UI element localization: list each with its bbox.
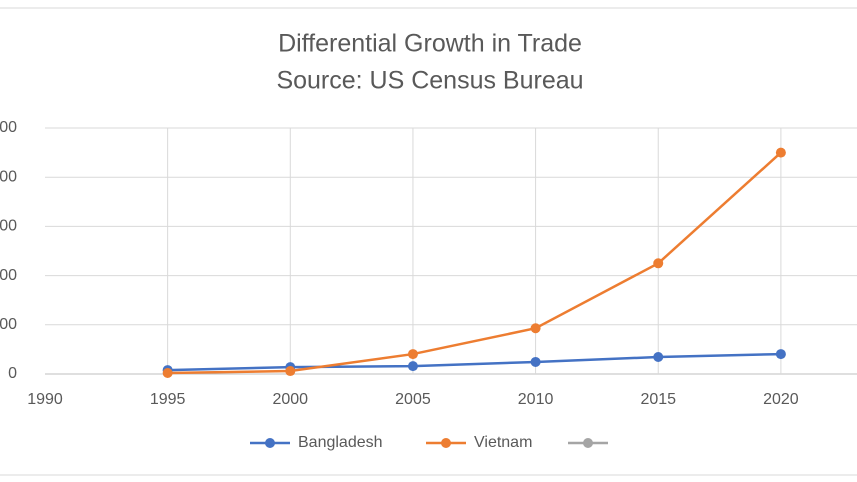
data-point <box>285 366 296 377</box>
data-point <box>653 258 664 269</box>
legend-label: Bangladesh <box>298 434 383 451</box>
chart-title: Differential Growth in Trade <box>278 30 582 58</box>
legend-dot <box>441 438 451 448</box>
legend-dot <box>265 438 275 448</box>
data-point <box>407 361 418 372</box>
data-point <box>407 349 418 360</box>
y-tick-label: 100000 <box>0 119 17 136</box>
legend-label: Vietnam <box>474 434 532 451</box>
data-point <box>775 349 786 360</box>
y-tick-label: 60000 <box>0 218 17 235</box>
x-tick-label: 2020 <box>763 391 799 408</box>
y-tick-label: 20000 <box>0 316 17 333</box>
series-line <box>167 352 781 372</box>
data-point <box>653 352 664 363</box>
data-point <box>530 323 541 334</box>
chart-subtitle: Source: US Census Bureau <box>276 67 583 95</box>
x-tick-label: 2015 <box>640 391 676 408</box>
legend-empty-entry <box>568 438 608 448</box>
data-point <box>530 356 541 367</box>
y-tick-label: 40000 <box>0 267 17 284</box>
legend-dot <box>583 438 593 448</box>
data-point <box>162 368 173 379</box>
x-tick-label: 2005 <box>395 391 431 408</box>
series-line <box>167 151 782 375</box>
x-tick-label: 1995 <box>150 391 186 408</box>
y-tick-label: 0 <box>8 365 17 382</box>
data-point <box>775 147 786 158</box>
x-tick-label: 2010 <box>518 391 554 408</box>
y-tick-label: 80000 <box>0 168 17 185</box>
x-tick-label: 1990 <box>27 391 63 408</box>
x-tick-label: 2000 <box>272 391 308 408</box>
